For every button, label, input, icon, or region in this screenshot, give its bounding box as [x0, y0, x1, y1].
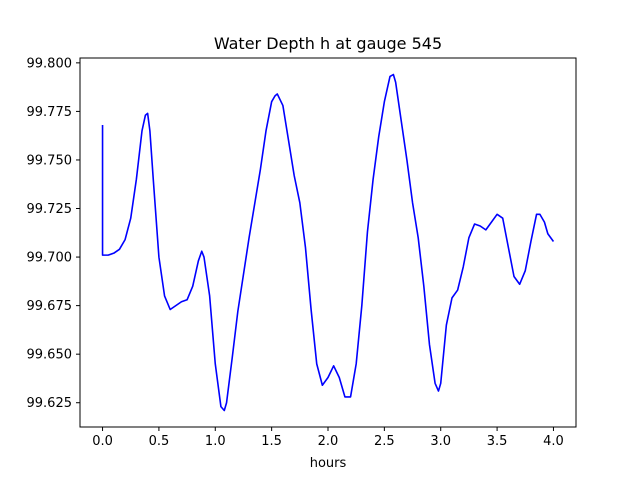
x-tick-label: 3.0 [430, 434, 451, 449]
x-tick-label: 4.0 [543, 434, 564, 449]
x-tick-label: 2.0 [318, 434, 339, 449]
x-tick-label: 3.5 [487, 434, 508, 449]
x-tick-label: 0.0 [92, 434, 113, 449]
x-axis: 0.0 0.5 1.0 1.5 2.0 2.5 3.0 3.5 4.0 [92, 427, 564, 449]
y-tick-label: 99.750 [27, 153, 73, 168]
x-tick-label: 1.0 [205, 434, 226, 449]
x-tick-label: 1.5 [261, 434, 282, 449]
y-tick-label: 99.675 [27, 299, 73, 314]
y-tick-label: 99.775 [27, 105, 73, 120]
y-axis: 99.625 99.650 99.675 99.700 99.725 99.750 99.7… [27, 56, 80, 411]
x-axis-label: hours [310, 456, 347, 471]
series-line-0 [101, 73, 555, 412]
chart-title: Water Depth h at gauge 545 [214, 34, 442, 53]
series-layer [101, 73, 555, 412]
y-tick-label: 99.625 [27, 396, 73, 411]
x-tick-label: 0.5 [149, 434, 170, 449]
x-tick-label: 2.5 [374, 434, 395, 449]
y-tick-label: 99.725 [27, 202, 73, 217]
y-tick-label: 99.700 [27, 251, 73, 266]
y-tick-label: 99.650 [27, 348, 73, 363]
y-tick-label: 99.800 [27, 56, 73, 71]
